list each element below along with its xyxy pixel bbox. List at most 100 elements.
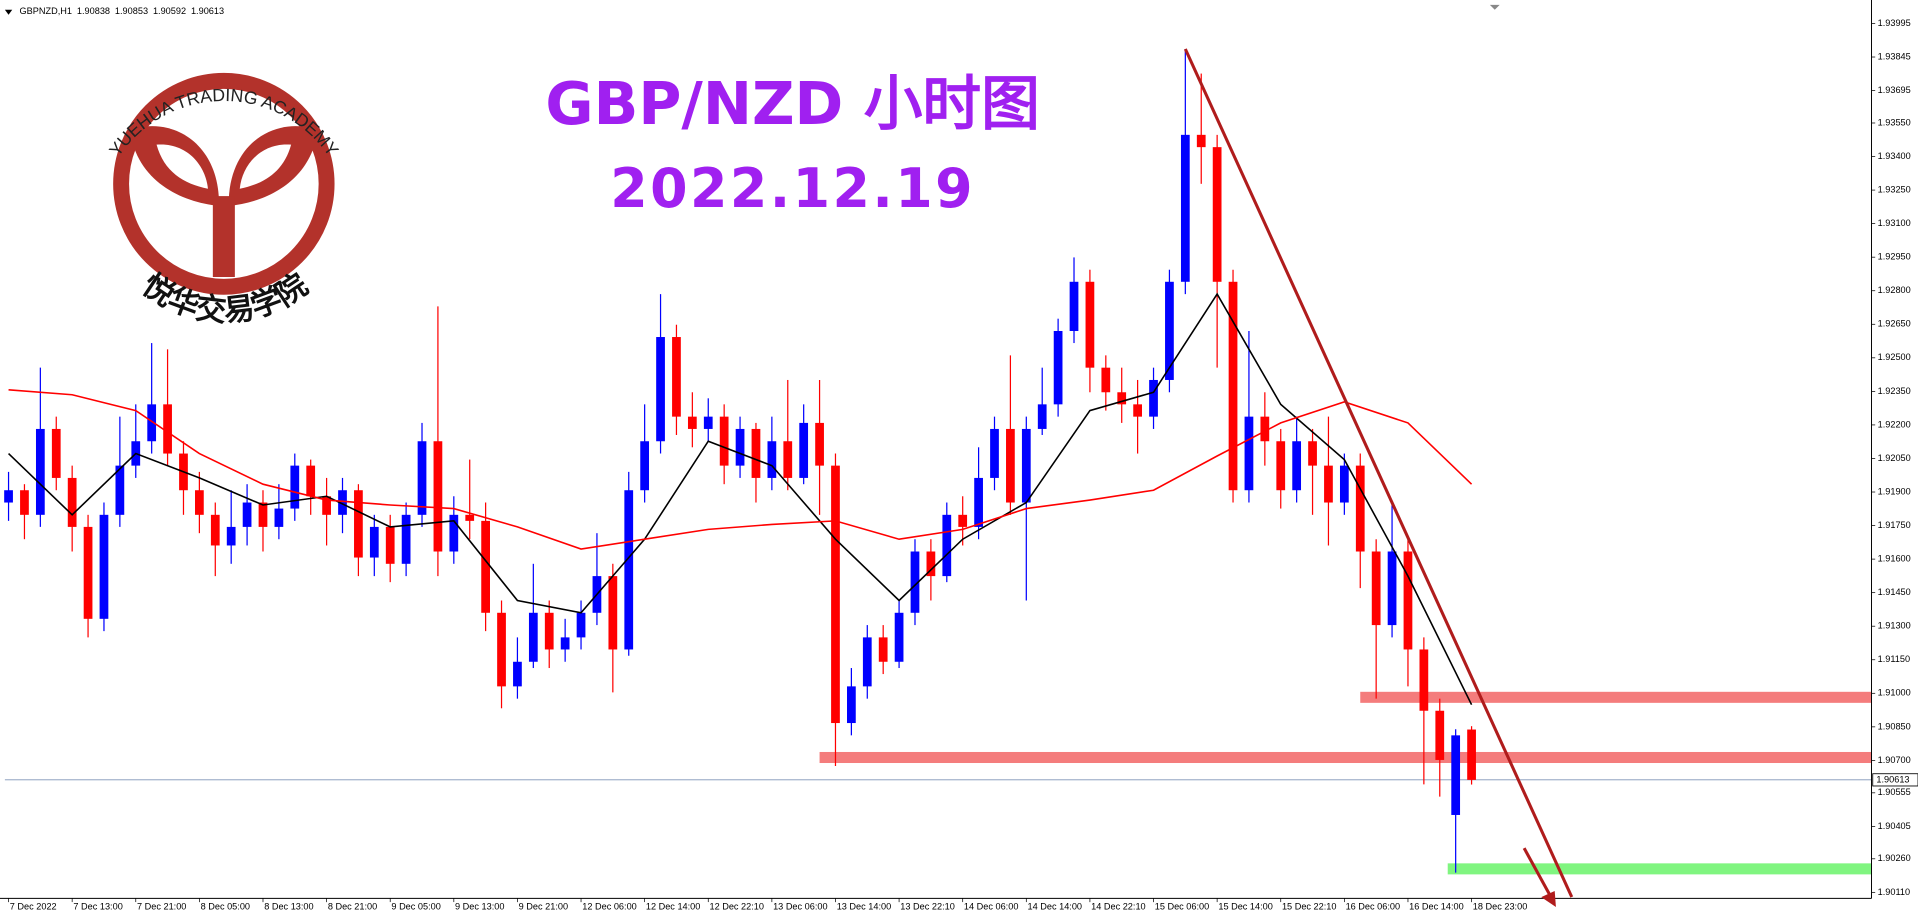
candle-body [640, 441, 650, 491]
chart-title: GBP/NZD 小时图 [545, 69, 1039, 138]
x-tick-label: 8 Dec 21:00 [328, 901, 377, 911]
x-tick-label: 14 Dec 06:00 [964, 901, 1019, 911]
candle-body [1276, 441, 1286, 491]
header: GBPNZD,H1 1.90838 1.90853 1.90592 1.90613 [20, 7, 225, 17]
candle-body [513, 661, 522, 687]
x-tick-label: 16 Dec 06:00 [1346, 901, 1401, 911]
candle-body [497, 612, 506, 687]
candle-body [83, 526, 93, 619]
candle-body [67, 477, 77, 527]
candle-body [1101, 367, 1111, 393]
candle-body [481, 520, 490, 613]
y-tick-label: 1.93400 [1878, 151, 1911, 161]
moving-average [8, 389, 1473, 550]
candle-body [290, 465, 300, 509]
candle-body [1037, 404, 1047, 429]
y-tick-label: 1.90700 [1878, 755, 1911, 765]
y-tick-label: 1.90260 [1878, 853, 1911, 863]
candle-body [163, 404, 172, 454]
candle-body [1308, 441, 1317, 466]
candle-body [862, 637, 872, 687]
y-tick-label: 1.90405 [1878, 821, 1911, 831]
candle-body [799, 422, 809, 478]
candle-body [258, 502, 268, 527]
y-tick-label: 1.91900 [1878, 486, 1911, 496]
candle-body [147, 404, 157, 442]
header-high: 1.90853 [115, 7, 148, 17]
y-tick-label: 1.91600 [1878, 554, 1911, 564]
y-tick-label: 1.93845 [1878, 51, 1911, 61]
candle-body [465, 514, 475, 521]
current-price-label: 1.90613 [1876, 774, 1909, 784]
y-tick-label: 1.91150 [1878, 654, 1910, 664]
candle-body [1387, 551, 1397, 626]
candle-body [1419, 649, 1429, 711]
y-tick-label: 1.92650 [1878, 319, 1911, 329]
logo-stem [212, 196, 235, 277]
plot-area [4, 48, 1872, 898]
candle-body [974, 477, 983, 527]
logo-leaf-cut [239, 144, 292, 189]
candle-body [35, 428, 45, 515]
candle-body [1165, 281, 1174, 380]
candle-body [687, 416, 697, 429]
x-tick-label: 9 Dec 21:00 [519, 901, 568, 911]
candle-body [1149, 379, 1158, 417]
candle-body [226, 526, 236, 546]
candle-body [894, 612, 904, 662]
x-tick-label: 14 Dec 14:00 [1028, 901, 1083, 911]
candle-body [449, 514, 459, 552]
y-tick-label: 1.91450 [1878, 587, 1911, 597]
candle-body [1451, 735, 1461, 815]
candle-body [1133, 404, 1142, 417]
candle-body [20, 490, 29, 515]
symbol: GBPNZD,H1 [20, 7, 72, 17]
candle-body [958, 514, 968, 527]
y-tick-label: 1.91750 [1878, 520, 1911, 530]
logo-leaf-cut [156, 144, 208, 189]
y-tick-label: 1.92800 [1878, 285, 1911, 295]
y-tick-label: 1.93250 [1878, 185, 1911, 195]
candle-body [703, 416, 713, 429]
y-tick-label: 1.93100 [1878, 218, 1911, 228]
y-tick-label: 1.91300 [1878, 621, 1911, 631]
candle-body [1117, 392, 1127, 405]
candle-body [1355, 465, 1365, 552]
candle-body [1021, 428, 1031, 503]
x-tick-label: 18 Dec 23:00 [1473, 901, 1528, 911]
x-tick-label: 12 Dec 06:00 [582, 901, 637, 911]
moving-average [7, 292, 1473, 706]
candle-body [847, 686, 856, 724]
candle-body [1196, 134, 1206, 148]
candle-body [369, 526, 379, 558]
candle-body [195, 490, 204, 515]
candle-body [433, 441, 443, 552]
x-tick-label: 15 Dec 14:00 [1218, 901, 1273, 911]
candle-body [99, 514, 109, 619]
candle-body [815, 422, 824, 466]
candle-body [354, 490, 363, 558]
candle-body [1244, 416, 1254, 491]
logo: YUEHUA TRADING ACADEMY 悦华交易学院 [105, 72, 343, 330]
candle-body [1435, 710, 1445, 760]
candle-body [942, 514, 952, 577]
candle-body [1403, 551, 1413, 650]
y-tick-label: 1.90555 [1878, 787, 1911, 797]
y-tick-label: 1.93995 [1878, 18, 1911, 28]
candle-body [210, 514, 220, 546]
candle-body [576, 612, 586, 638]
x-tick-label: 13 Dec 22:10 [900, 901, 955, 911]
level-zone [1447, 863, 1872, 875]
candle-body [322, 496, 331, 515]
x-tick-label: 12 Dec 14:00 [646, 901, 701, 911]
candle-body [926, 551, 936, 577]
candle-body [831, 465, 840, 724]
candle-body [274, 508, 284, 527]
x-tick-label: 15 Dec 06:00 [1155, 901, 1210, 911]
candle-body [624, 490, 634, 650]
candle-body [990, 428, 999, 478]
candle-body [719, 416, 729, 466]
trend-arrow [1522, 847, 1556, 907]
x-tick-label: 7 Dec 2022 [10, 901, 57, 911]
